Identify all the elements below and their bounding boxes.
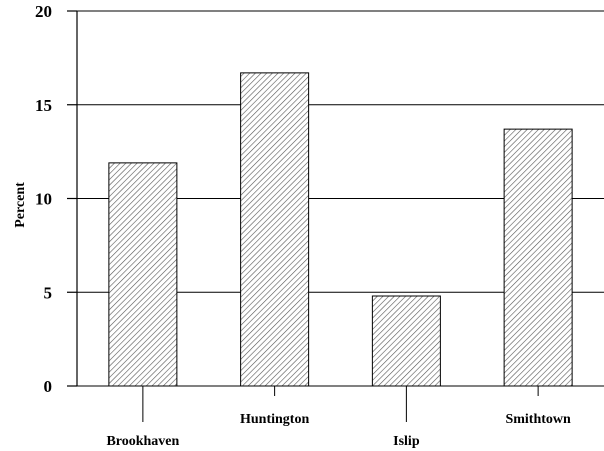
y-tick-label: 5 <box>44 283 53 302</box>
bar-huntington <box>240 72 310 387</box>
bars <box>108 72 573 387</box>
labels: 0 5 10 15 20 Brookhaven Huntington Islip Smithto… <box>35 2 571 449</box>
x-tick-label: Brookhaven <box>106 434 179 449</box>
x-tick-label: Smithtown <box>505 412 571 427</box>
y-tick-label: 10 <box>35 190 52 209</box>
y-tick-label: 20 <box>35 2 52 21</box>
y-tick-label: 15 <box>35 96 52 115</box>
bar-brookhaven <box>108 162 178 387</box>
y-tick-label: 0 <box>44 377 53 396</box>
bar-smithtown <box>503 128 573 387</box>
bar-islip <box>371 295 441 387</box>
x-tick-label: Islip <box>393 434 420 449</box>
x-tick-label: Huntington <box>240 412 309 427</box>
y-axis <box>67 10 539 422</box>
y-axis-label: Percent <box>13 182 28 228</box>
